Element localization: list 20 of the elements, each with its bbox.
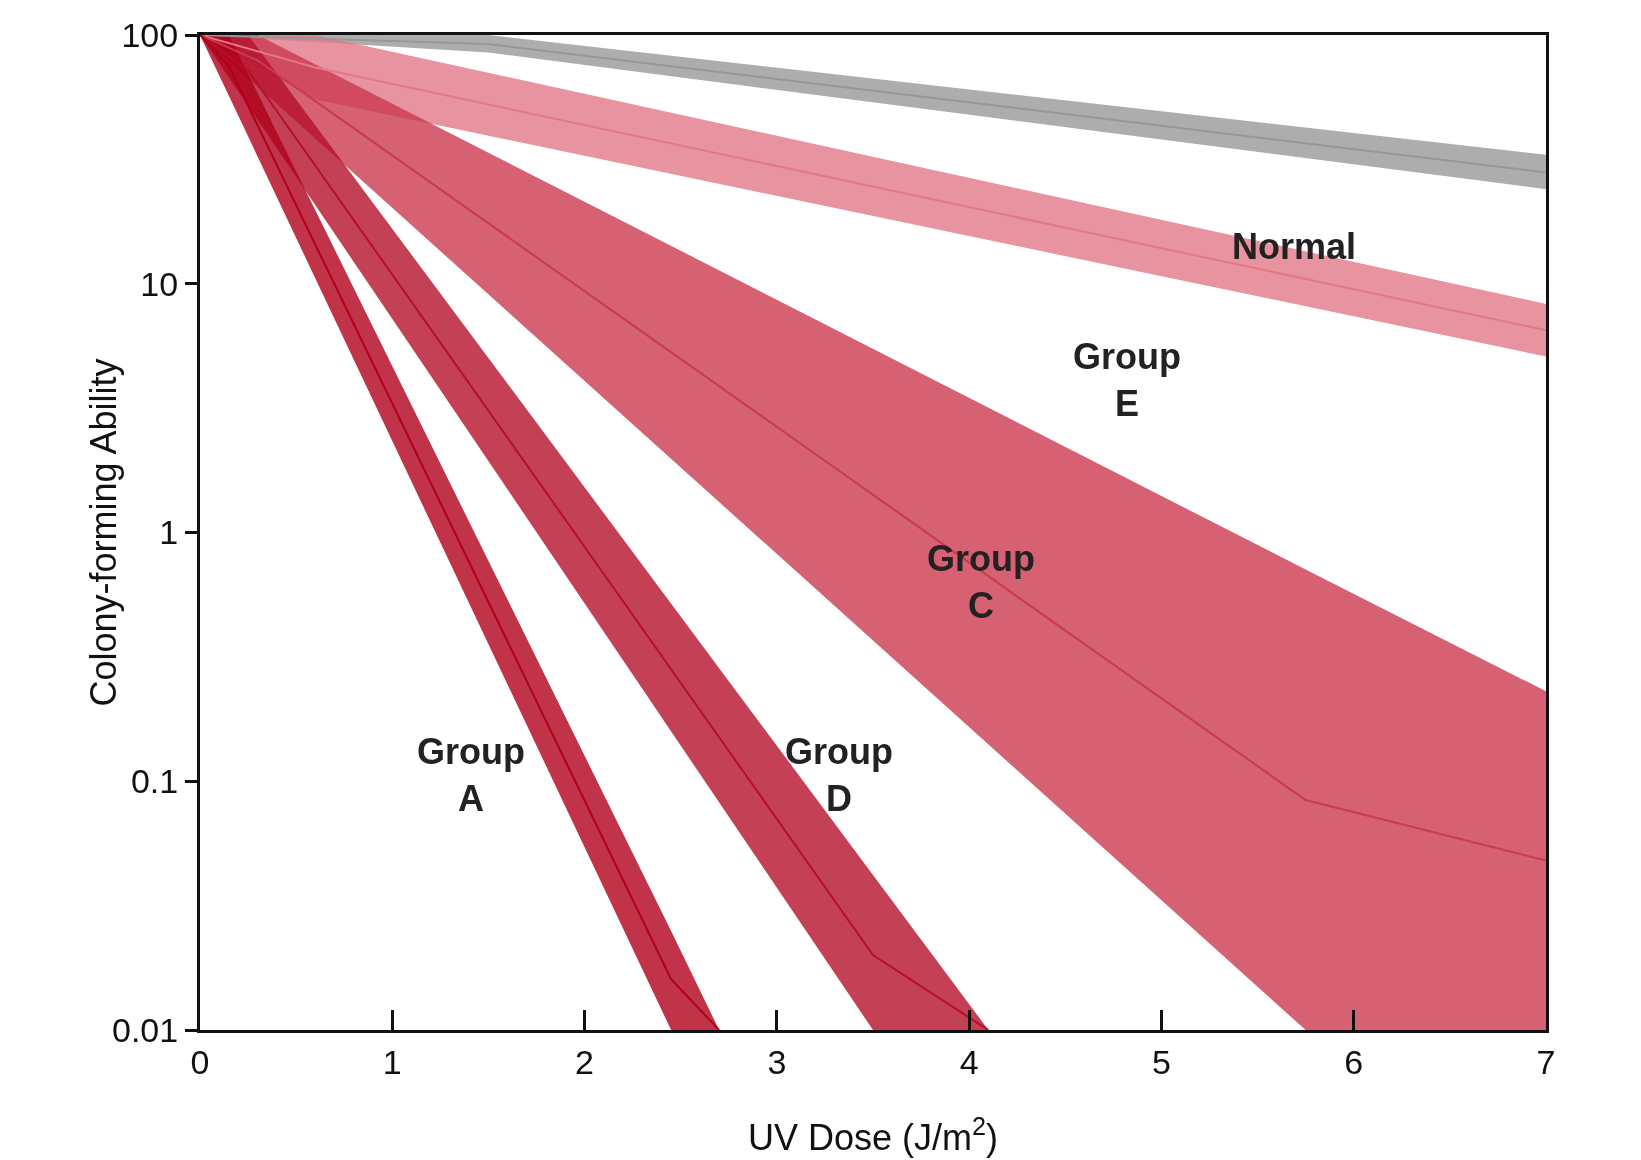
annotation: Group D [785,731,893,819]
annotation: Normal [1232,226,1357,267]
x-tick-label: 7 [1536,1042,1556,1081]
x-tick-label: 1 [382,1042,402,1081]
y-tick-label: 1 [159,513,179,552]
x-tick-label: 0 [190,1042,210,1081]
x-tick-label: 4 [959,1042,979,1081]
y-tick-label: 0.01 [112,1010,179,1049]
y-tick-label: 0.1 [130,762,179,801]
annotation: Group A [417,731,525,819]
x-axis-title: UV Dose (J/m$^{2}$) [747,1111,999,1158]
y-axis-title: Colony-forming Ability [83,358,124,707]
y-tick-label: 10 [140,264,179,303]
annotation: Group C [927,538,1035,626]
x-tick-label: 5 [1151,1042,1171,1081]
annotation: Group E [1073,336,1181,424]
x-tick-label: 2 [575,1042,595,1081]
x-tick-label: 3 [767,1042,787,1081]
y-tick-label: 100 [121,15,179,54]
x-tick-label: 6 [1344,1042,1364,1081]
